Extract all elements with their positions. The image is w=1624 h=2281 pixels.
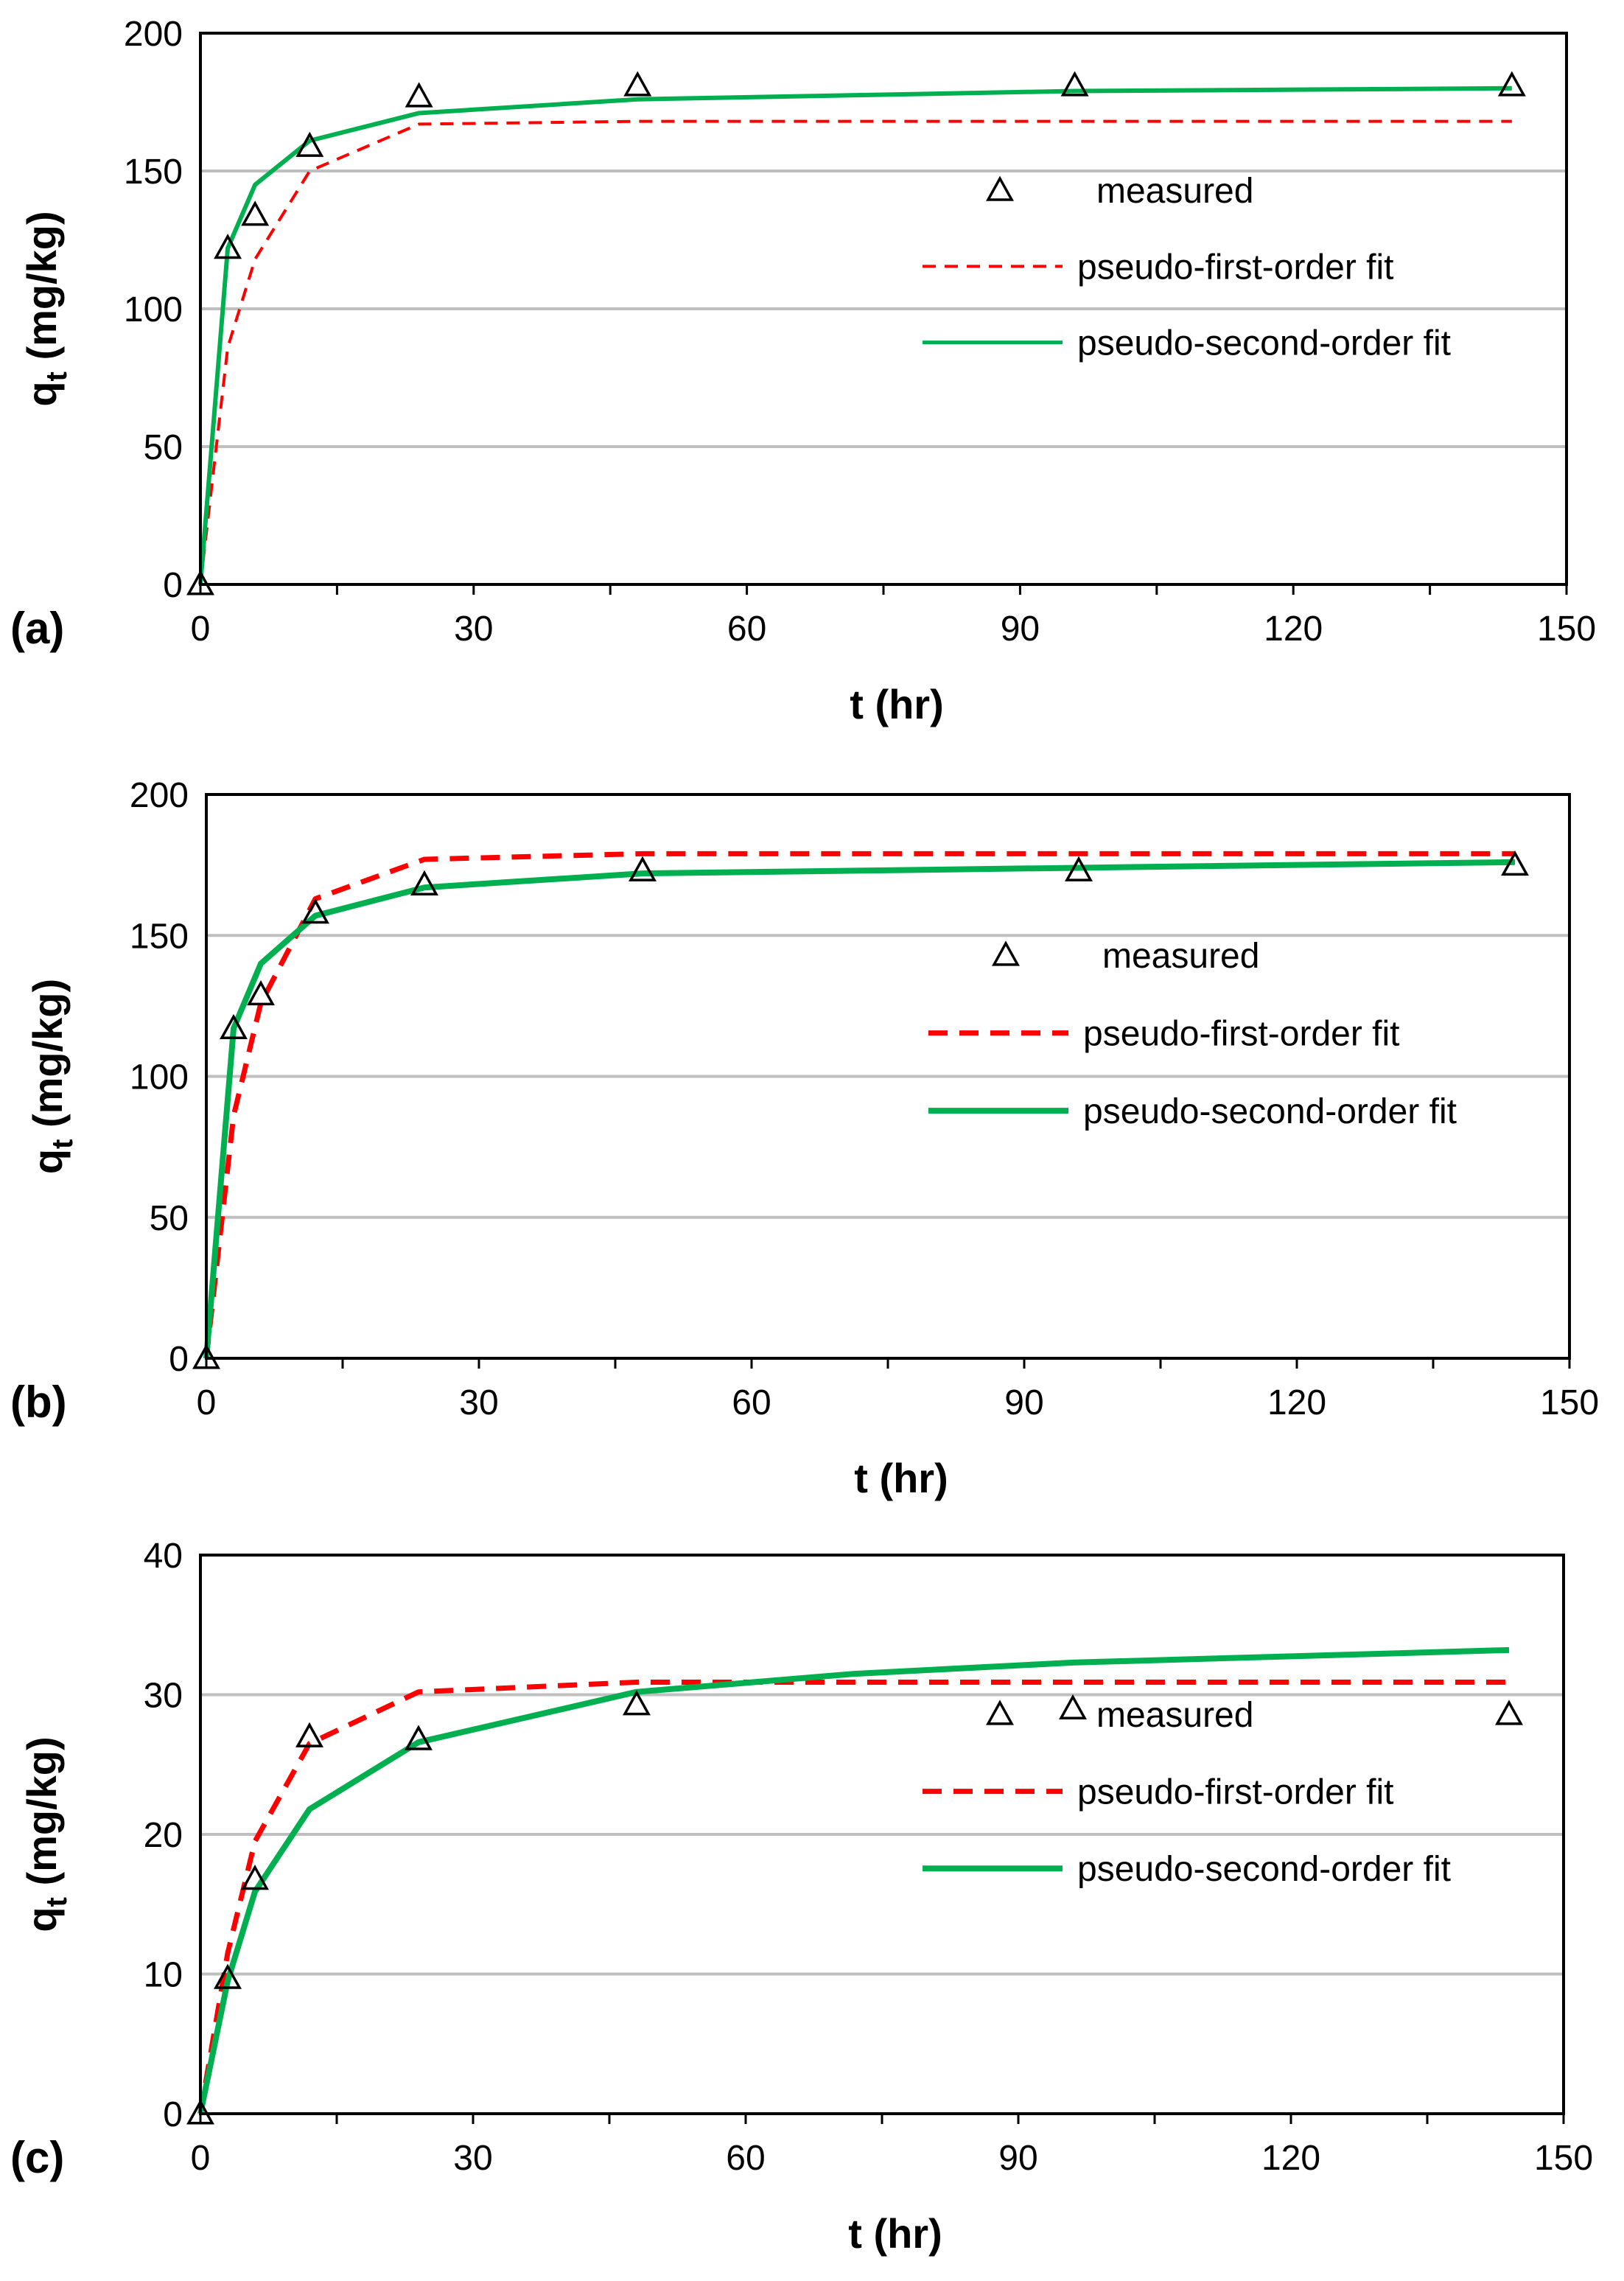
x-tick-label: 30 (459, 1383, 498, 1422)
x-tick-label: 30 (453, 2139, 492, 2178)
measured-point (214, 234, 242, 259)
x-tick-label: 90 (1004, 1383, 1043, 1422)
legend-label: pseudo-first-order fit (1077, 248, 1394, 287)
pseudo-second-order-line (197, 1646, 1510, 2114)
measured-point (301, 898, 329, 924)
legend-label: pseudo-first-order fit (1077, 1773, 1394, 1812)
y-tick-label: 50 (144, 428, 183, 467)
legend-label: measured (1102, 937, 1259, 976)
y-tick-label: 0 (163, 2095, 183, 2134)
y-tick-label: 30 (144, 1677, 183, 1716)
y-tick-label: 20 (144, 1816, 183, 1855)
x-tick-label: 0 (191, 609, 211, 649)
legend-label: pseudo-second-order fit (1077, 324, 1451, 363)
y-tick-label: 200 (124, 15, 183, 54)
measured-point (1060, 71, 1089, 97)
measured-point (1059, 1694, 1087, 1719)
x-tick-label: 120 (1264, 609, 1323, 649)
y-axis-title: qt (mg/kg) (24, 979, 79, 1174)
legend-marker-measured (986, 175, 1014, 201)
pseudo-second-order-line (203, 859, 1516, 1359)
legend: measured pseudo-first-order fit pseudo-sec… (928, 937, 1457, 1131)
plot-frame (205, 793, 1571, 1360)
plot-frame (199, 1554, 1565, 2115)
x-tick-label: 0 (191, 2139, 211, 2178)
chart-panel-b: 0 30 60 90 120 150 0 50 100 150 200 t (hr) qt (mg/kg… (10, 776, 1599, 1501)
measured-point (1501, 850, 1529, 876)
measured-point (1497, 71, 1526, 97)
y-tick-label: 100 (124, 290, 183, 329)
y-tick-label: 50 (150, 1199, 189, 1238)
x-axis-title: t (hr) (854, 1455, 948, 1501)
legend-label: pseudo-second-order fit (1083, 1092, 1457, 1131)
y-tick-label: 0 (163, 566, 183, 605)
x-tick-label: 0 (197, 1383, 217, 1422)
x-tick-label: 60 (726, 2139, 765, 2178)
chart-panel-c: 0 30 60 90 120 150 0 10 20 30 40 t (hr) qt (mg/kg) (c… (10, 1537, 1593, 2257)
measured-point (1065, 856, 1093, 881)
y-axis-title: qt (mg/kg) (18, 211, 73, 406)
x-tick-label: 30 (454, 609, 493, 649)
measured-point (405, 82, 433, 108)
measured-point (1495, 1700, 1523, 1725)
x-tick-label: 120 (1267, 1383, 1326, 1422)
measured-point (295, 1722, 323, 1747)
measured-point (295, 131, 324, 157)
y-tick-label: 150 (130, 917, 189, 956)
y-tick-label: 40 (144, 1537, 183, 1576)
x-tick-label: 60 (727, 609, 766, 649)
x-axis-title: t (hr) (850, 681, 944, 727)
y-tick-label: 0 (169, 1340, 189, 1379)
x-tick-label: 90 (998, 2139, 1037, 2178)
pseudo-second-order-line (198, 85, 1512, 585)
x-tick-label: 90 (1001, 609, 1040, 649)
pseudo-first-order-line (197, 1679, 1509, 2114)
measured-point (629, 856, 657, 881)
y-tick-label: 10 (144, 1956, 183, 1995)
legend-marker-measured (986, 1700, 1014, 1725)
y-tick-label: 200 (130, 776, 189, 815)
measured-point (220, 1013, 248, 1040)
legend: measured pseudo-first-order fit pseudo-sec… (923, 172, 1451, 363)
measured-point (410, 870, 438, 895)
pseudo-first-order-line (199, 119, 1512, 585)
measured-point (247, 979, 275, 1006)
measured-point (405, 1725, 433, 1750)
x-tick-label: 120 (1261, 2139, 1320, 2178)
x-tick-label: 150 (1540, 1383, 1599, 1422)
legend-label: measured (1096, 1696, 1253, 1735)
y-tick-label: 100 (130, 1058, 189, 1097)
measured-point (241, 1865, 269, 1890)
pseudo-first-order-line (203, 850, 1515, 1359)
x-tick-label: 150 (1534, 2139, 1593, 2178)
panel-label: (c) (10, 2133, 64, 2182)
legend: measured pseudo-first-order fit pseudo-sec… (923, 1696, 1451, 1889)
x-tick-label: 150 (1537, 609, 1596, 649)
measured-point (241, 200, 270, 226)
legend-label: measured (1096, 172, 1253, 211)
y-axis-title: qt (mg/kg) (18, 1736, 73, 1932)
x-axis-title: t (hr) (848, 2210, 942, 2257)
plot-frame (199, 32, 1568, 586)
chart-panel-a: 0 30 60 90 120 150 0 50 100 150 200 t (hr) qt (mg/kg… (10, 15, 1596, 727)
y-tick-label: 150 (124, 153, 183, 192)
measured-point (214, 1963, 242, 1989)
panel-label: (a) (10, 604, 64, 653)
legend-label: pseudo-first-order fit (1083, 1015, 1400, 1054)
x-tick-label: 60 (732, 1383, 771, 1422)
panel-label: (b) (10, 1377, 67, 1427)
legend-marker-measured (992, 940, 1020, 966)
legend-label: pseudo-second-order fit (1077, 1850, 1451, 1889)
measured-point (623, 71, 652, 97)
measured-point (623, 1690, 651, 1716)
